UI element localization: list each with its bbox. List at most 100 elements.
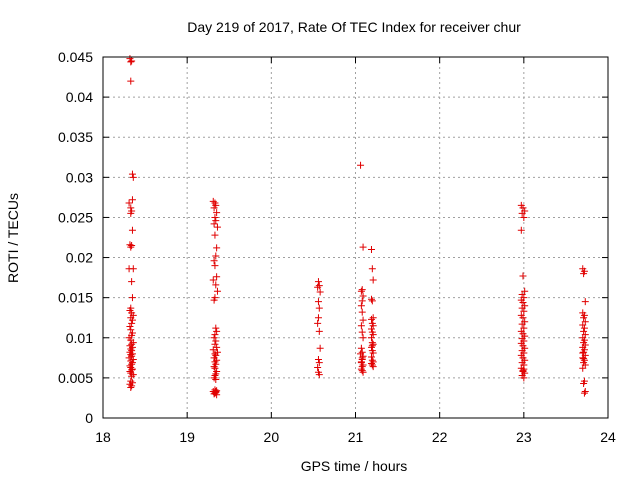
data-point [127, 326, 135, 334]
data-point [128, 57, 136, 65]
data-point [520, 365, 528, 373]
data-point [128, 343, 136, 351]
y-tick-label: 0.02 [66, 250, 93, 266]
data-point [518, 304, 526, 312]
y-tick-labels: 0 0.005 0.01 0.015 0.02 0.025 0.03 0.035 0.04 0.0… [58, 49, 93, 426]
data-point [128, 294, 136, 302]
data-point [213, 327, 221, 335]
data-point [211, 364, 219, 372]
data-point [212, 324, 220, 332]
data-point [358, 328, 366, 336]
x-tick-label: 20 [264, 429, 280, 445]
data-point [520, 213, 528, 221]
data-point [358, 308, 366, 316]
x-tick-label: 22 [432, 429, 448, 445]
data-point [213, 209, 221, 217]
data-point [315, 304, 323, 312]
data-point [315, 282, 323, 290]
data-point [128, 382, 136, 390]
x-tick-label: 21 [348, 429, 364, 445]
data-point [316, 288, 324, 296]
data-point [125, 199, 133, 207]
data-point [127, 357, 135, 365]
data-point [518, 290, 526, 298]
data-point [211, 231, 219, 239]
data-point [210, 257, 218, 265]
data-point [128, 372, 136, 380]
data-point [125, 354, 133, 362]
data-point [213, 356, 221, 364]
data-point [357, 365, 365, 373]
data-point [314, 314, 322, 322]
data-point [368, 297, 376, 305]
x-tick-label: 19 [179, 429, 195, 445]
data-point [212, 252, 220, 260]
data-point [580, 389, 588, 397]
data-point [127, 377, 135, 385]
data-point [359, 292, 367, 300]
data-point [359, 243, 367, 251]
data-point [210, 220, 218, 228]
data-point [579, 349, 587, 357]
data-point [357, 358, 365, 366]
data-point [579, 321, 587, 329]
data-point [129, 265, 137, 273]
data-point [367, 325, 375, 333]
data-point [210, 363, 218, 371]
data-point [357, 287, 365, 295]
axis-ticks [102, 56, 609, 419]
data-point [316, 344, 324, 352]
y-tick-label: 0.015 [58, 290, 93, 306]
chart-title: Day 219 of 2017, Rate Of TEC Index for r… [187, 19, 521, 35]
data-point [128, 196, 136, 204]
data-point [210, 296, 218, 304]
data-point [127, 209, 135, 217]
data-point [580, 380, 588, 388]
data-point [367, 334, 375, 342]
data-points [125, 55, 589, 399]
data-point [314, 355, 322, 363]
data-point [128, 170, 136, 178]
data-point [581, 388, 589, 396]
data-point [369, 276, 377, 284]
data-point [520, 307, 528, 315]
data-point [213, 223, 221, 231]
data-point [580, 327, 588, 335]
y-tick-label: 0.045 [58, 49, 93, 65]
data-point [209, 346, 217, 354]
y-tick-label: 0.01 [66, 330, 93, 346]
data-point [518, 320, 526, 328]
data-point [315, 371, 323, 379]
data-point [211, 389, 219, 397]
data-point [212, 388, 220, 396]
x-tick-label: 24 [600, 429, 616, 445]
data-point [314, 363, 322, 371]
data-point [520, 374, 528, 382]
data-point [127, 351, 135, 359]
data-point [359, 368, 367, 376]
data-point [358, 354, 366, 362]
data-point [367, 295, 375, 303]
data-point [580, 348, 588, 356]
data-point [519, 272, 527, 280]
data-point [212, 281, 220, 289]
data-point [367, 246, 375, 254]
data-point [314, 319, 322, 327]
data-point [369, 322, 377, 330]
y-tick-label: 0.005 [58, 370, 93, 386]
data-point [213, 391, 221, 399]
y-axis-label: ROTI / TECUs [5, 193, 21, 283]
y-tick-label: 0.04 [66, 89, 93, 105]
data-point [367, 359, 375, 367]
data-point [211, 213, 219, 221]
data-point [518, 209, 526, 217]
data-point [367, 315, 375, 323]
data-point [126, 380, 134, 388]
data-point [212, 337, 220, 345]
data-point [211, 340, 219, 348]
data-point [580, 314, 588, 322]
data-point [128, 340, 136, 348]
data-point [357, 302, 365, 310]
